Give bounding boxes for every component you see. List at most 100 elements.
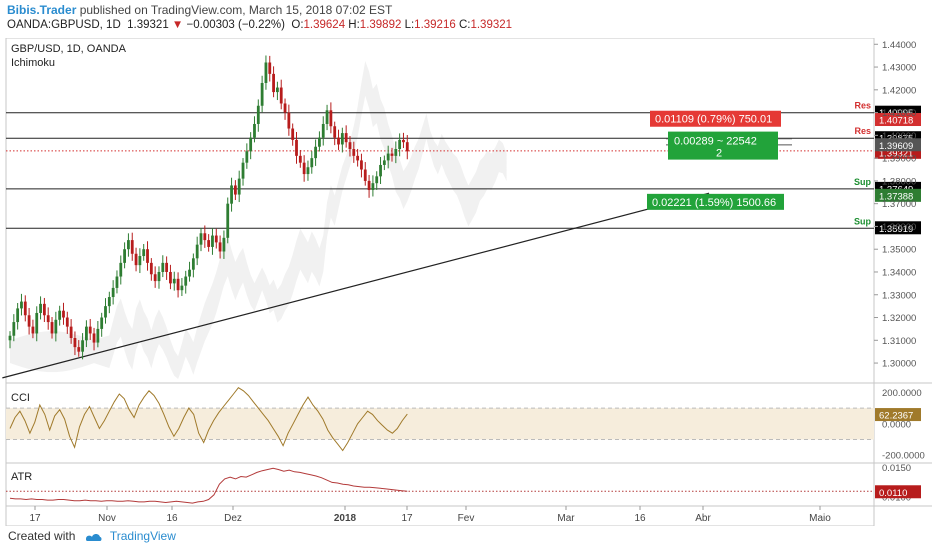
x-tick-label-10: Maio [809, 513, 831, 524]
atr-last-label: 0.0110 [879, 488, 907, 499]
candle-body [69, 326, 73, 339]
candle-body [218, 242, 222, 252]
publish-line: Bibis.Trader published on TradingView.co… [7, 3, 392, 17]
cci-line [9, 387, 408, 452]
level-tag-0: Res [854, 101, 871, 111]
candle [253, 116, 256, 143]
candle [318, 131, 321, 152]
candle [207, 234, 211, 252]
candle [333, 121, 337, 146]
x-tick-label-4: 2018 [334, 513, 357, 524]
candle [12, 314, 16, 342]
candle [31, 319, 35, 339]
candle [127, 233, 130, 257]
x-tick-label-2: 16 [166, 513, 178, 524]
candle [153, 266, 157, 288]
candle [188, 261, 191, 282]
candle [295, 132, 298, 164]
candle [134, 247, 138, 272]
candle-body [253, 123, 256, 138]
candle [54, 311, 58, 342]
candle-body [325, 110, 329, 124]
candle-body [146, 249, 149, 263]
level-price-box-3 [875, 221, 921, 235]
candle-body [287, 112, 291, 129]
chart-background [0, 38, 932, 526]
candle [264, 55, 268, 90]
candle [23, 295, 27, 322]
axis-price-label-1: 1.39609 [879, 141, 913, 152]
candle-body [73, 338, 77, 348]
candle [211, 228, 214, 255]
axis-price-box-1 [875, 138, 921, 152]
candle-body [264, 62, 268, 83]
candle [379, 156, 382, 184]
symbol-label: OANDA:GBPUSD, 1D [7, 19, 121, 31]
candle-body [348, 142, 352, 150]
candle-body [58, 310, 62, 320]
candle-body [375, 176, 379, 184]
candle-body [23, 301, 27, 316]
candle [62, 302, 65, 325]
candle-body [157, 271, 161, 282]
level-price-label-3: 1.35919 [879, 224, 913, 235]
atr-tick-label-0: 0.0150 [882, 463, 911, 474]
candle-body [123, 249, 126, 263]
measure-box-support [647, 193, 784, 210]
candle [218, 235, 222, 259]
candle [46, 307, 50, 330]
candle-body [333, 126, 337, 138]
candle [394, 141, 398, 164]
tradingview-brand[interactable]: TradingView [109, 529, 176, 543]
candle [172, 271, 176, 291]
candle-body [100, 317, 104, 329]
candle [390, 147, 394, 162]
candle-body [260, 82, 264, 106]
candle-body [379, 164, 382, 177]
y-tick-label-14: 1.44000 [882, 40, 916, 51]
candle-body [398, 139, 402, 150]
author-link[interactable]: Bibis.Trader [7, 3, 77, 17]
candle-body [382, 160, 386, 165]
measure-box-range [668, 131, 778, 160]
candle [340, 127, 344, 153]
candle-body [230, 185, 233, 204]
axis-price-label-2: 1.37388 [879, 191, 913, 202]
chart-canvas[interactable]: Res1.40995Res1.39875Sup1.37649Sup1.35919… [0, 38, 932, 526]
candle-body [16, 308, 20, 323]
candle-body [356, 155, 360, 161]
candle [96, 320, 100, 348]
candle [249, 132, 253, 160]
last-price-label: 1.39321 [879, 148, 913, 159]
axis-price-box-2 [875, 188, 921, 202]
candle [81, 333, 84, 360]
measure-text-range-2: 2 [716, 148, 722, 160]
level-tag-2: Sup [854, 177, 872, 187]
candle-body [104, 306, 107, 318]
candle-body [344, 133, 348, 143]
y-tick-label-8: 1.38000 [882, 176, 916, 187]
candle [233, 180, 237, 201]
candle [344, 125, 348, 148]
y-tick-label-5: 1.35000 [882, 245, 916, 256]
created-with-text: Created with [8, 529, 76, 543]
candle [352, 141, 356, 163]
low-value: 1.39216 [414, 19, 456, 31]
candle-body [62, 310, 65, 318]
candle [371, 175, 375, 197]
candle-body [107, 297, 111, 307]
candle-body [337, 137, 340, 145]
cci-band [6, 408, 874, 440]
y-tick-label-3: 1.33000 [882, 290, 916, 301]
support-trendline [2, 192, 710, 379]
candle-body [195, 244, 199, 259]
published-text: published on TradingView.com, March 15, … [79, 3, 393, 17]
chart-title: GBP/USD, 1D, OANDA [11, 43, 127, 55]
candle-body [318, 137, 321, 147]
close-label: C: [458, 19, 471, 31]
high-label: H: [348, 19, 360, 31]
candle-body [81, 340, 84, 352]
axis-price-label-0: 1.40718 [879, 116, 913, 127]
candle-body [35, 312, 39, 334]
level-tag-3: Sup [854, 216, 872, 226]
